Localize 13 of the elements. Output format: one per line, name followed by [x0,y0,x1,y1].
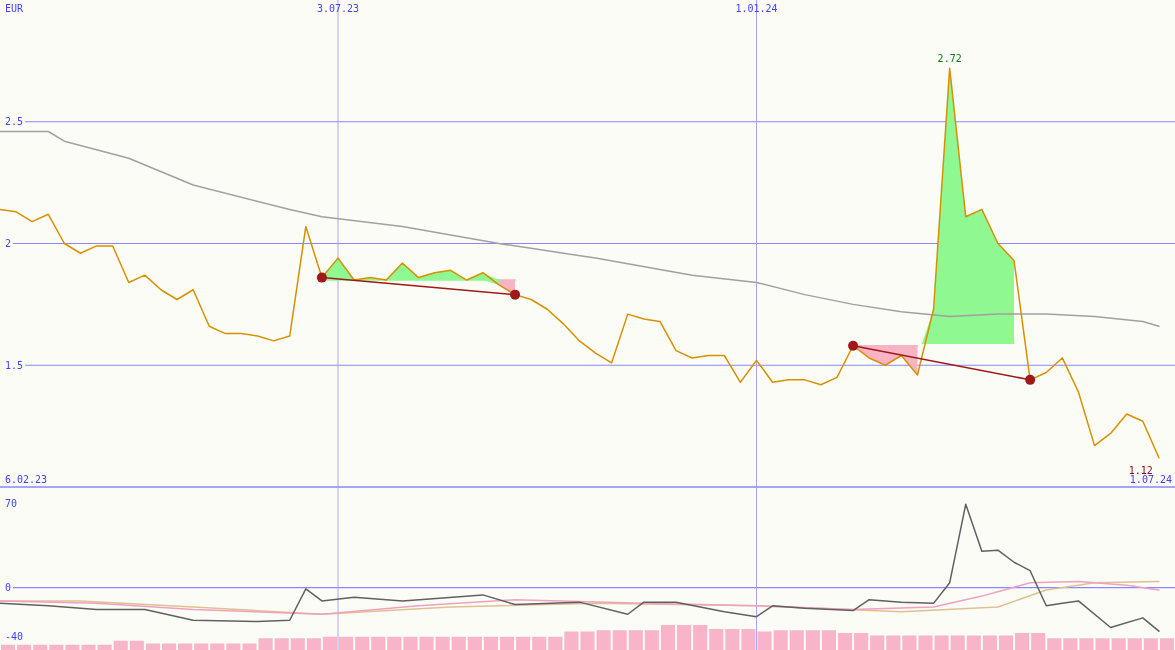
x-tick-label: 3.07.23 [316,3,360,14]
y-tick-label: 70 [5,497,18,509]
y-tick-label: 1.5 [5,359,24,371]
y-tick-label: 2 [5,238,12,249]
y-tick-label: -40 [5,630,24,642]
annotation: 2.72 [937,53,962,65]
annotation: 6.02.23 [5,474,48,485]
y-tick-label: 2.5 [5,116,24,128]
annotation: 1.12 [1128,464,1153,476]
annotation: 1.07.24 [1129,474,1172,485]
y-tick-label: 0 [5,582,12,594]
x-tick-label: 1.01.24 [735,3,778,14]
y-axis-title: EUR [5,3,25,14]
